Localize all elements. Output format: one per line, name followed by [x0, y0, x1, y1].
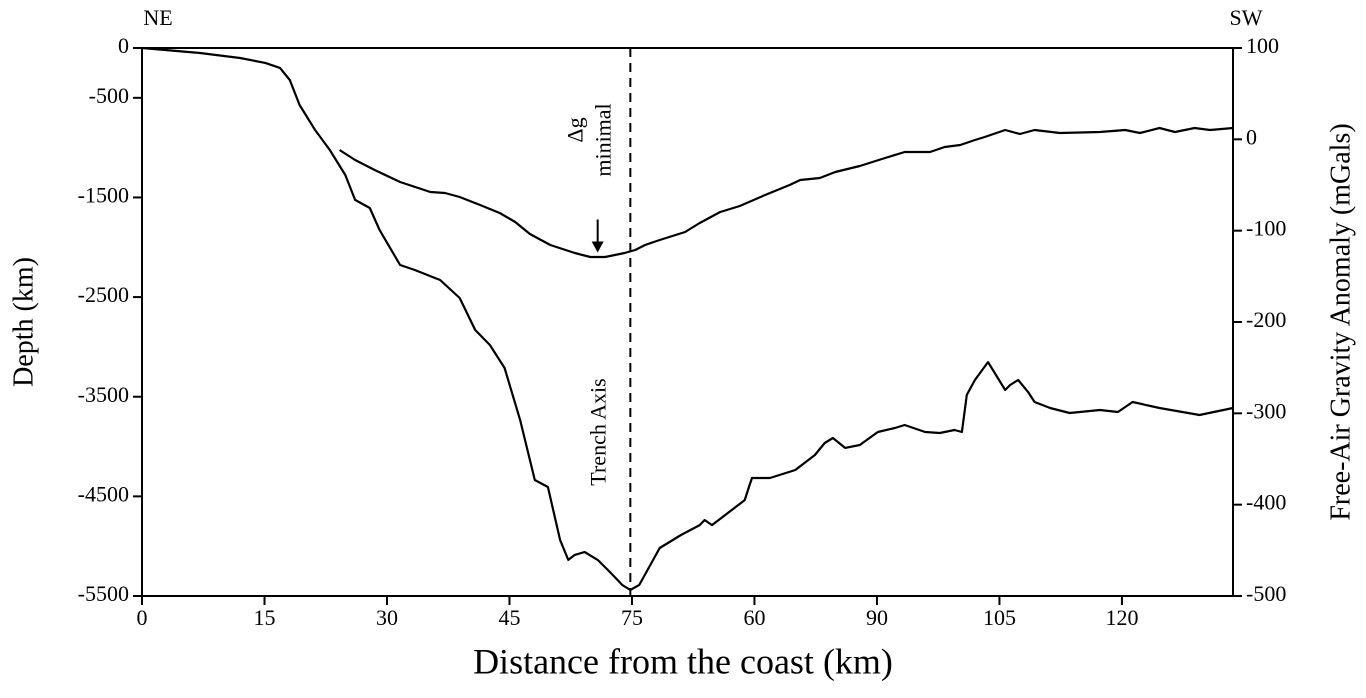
minimal-arrowhead [591, 241, 604, 253]
x-tick-label: 0 [137, 605, 148, 630]
sw-label: SW [1230, 5, 1263, 30]
plot-frame [141, 47, 1234, 597]
y2-tick-label: -500 [1246, 581, 1286, 606]
y-tick-label: -2500 [78, 282, 129, 307]
x-axis-title: Distance from the coast (km) [473, 641, 893, 681]
y-tick-label: -5500 [78, 581, 129, 606]
y2-tick-label: -100 [1246, 216, 1286, 241]
data-line [339, 126, 1234, 259]
y-tick-label: -3500 [78, 382, 129, 407]
x-tick-label: 75 [621, 605, 643, 630]
minimal-label: minimal [591, 103, 616, 176]
y2-tick-label: -200 [1246, 307, 1286, 332]
y-axis-title: Depth (km) [8, 257, 39, 387]
x-tick-label: 45 [498, 605, 520, 630]
y-tick-label: -1500 [78, 183, 129, 208]
x-tick-label: 120 [1105, 605, 1138, 630]
y2-tick-label: -300 [1246, 398, 1286, 423]
y2-tick-label: 0 [1246, 124, 1257, 149]
y2-axis-title: Free-Air Gravity Anomaly (mGals) [1325, 123, 1356, 520]
delta-g-label: Δg [563, 117, 588, 142]
x-tick-label: 15 [253, 605, 275, 630]
y-tick-label: -500 [89, 83, 129, 108]
data-line [141, 46, 1234, 592]
y-tick-label: -4500 [78, 481, 129, 506]
x-tick-label: 60 [743, 605, 765, 630]
x-tick-label: 90 [866, 605, 888, 630]
y-tick-label: 0 [118, 33, 129, 58]
trench-axis-label: Trench Axis [585, 378, 610, 485]
x-tick-label: 105 [983, 605, 1016, 630]
x-tick-label: 30 [376, 605, 398, 630]
ne-label: NE [143, 5, 172, 30]
y2-tick-label: 100 [1246, 33, 1279, 58]
y2-tick-label: -400 [1246, 490, 1286, 515]
